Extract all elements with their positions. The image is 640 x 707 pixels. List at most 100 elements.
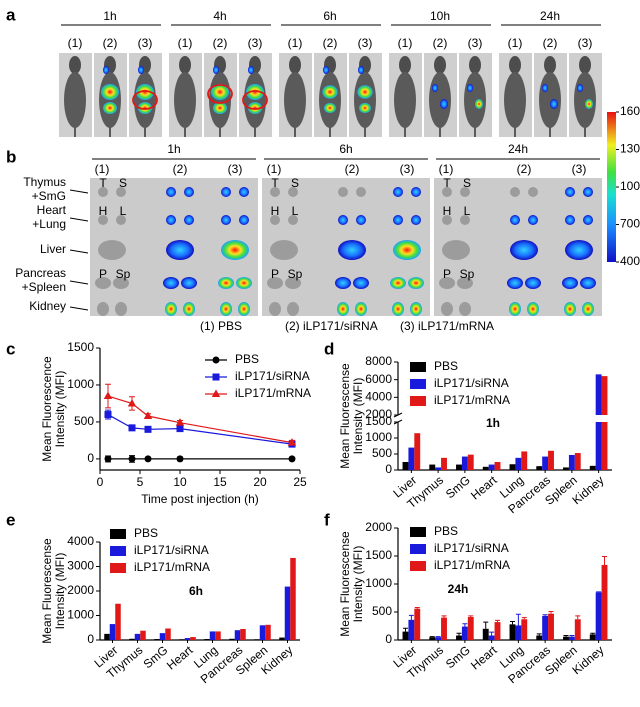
mouse-head	[179, 56, 191, 74]
signal	[577, 84, 583, 92]
group-label: (2)	[517, 162, 532, 176]
bar	[234, 630, 241, 640]
mouse-body	[284, 72, 306, 128]
bar	[159, 633, 166, 640]
bar	[482, 466, 489, 470]
marker	[287, 438, 297, 446]
group-label: (2)	[433, 36, 448, 50]
organ	[565, 240, 593, 260]
organ	[411, 215, 421, 225]
organ	[239, 187, 249, 197]
bar	[429, 464, 436, 470]
bar	[521, 619, 528, 640]
organ	[221, 215, 231, 225]
y-axis-label: Mean Fluorescense	[338, 363, 352, 469]
bar	[154, 639, 160, 640]
organ	[288, 187, 298, 197]
series-line	[107, 395, 293, 444]
marker	[175, 418, 185, 426]
organ	[442, 187, 452, 197]
error-bar	[596, 591, 602, 593]
bar	[184, 638, 191, 640]
timepoint-label: 4h	[213, 9, 226, 23]
y-tick-label: 1500	[67, 340, 94, 354]
signal	[213, 102, 227, 114]
bar	[536, 635, 543, 640]
signal	[103, 66, 109, 74]
organ	[525, 277, 541, 289]
bar	[441, 617, 447, 640]
organ	[510, 240, 538, 260]
organ	[410, 302, 422, 316]
error-bar	[542, 614, 548, 616]
signal	[248, 102, 262, 114]
bar	[568, 636, 575, 640]
mouse-body	[394, 72, 416, 128]
error-bar	[402, 627, 408, 632]
y-tick-label: 2000	[365, 407, 392, 421]
signal	[213, 66, 219, 74]
group-label: (1)	[178, 36, 193, 50]
organ	[393, 215, 403, 225]
organ	[183, 302, 195, 316]
timepoint-label: 24h	[540, 9, 560, 23]
error-bar	[414, 607, 420, 609]
y-tick-label: 1000	[365, 576, 392, 590]
organ	[337, 302, 349, 316]
error-bar	[456, 632, 462, 636]
y-tick-label: 500	[372, 604, 392, 618]
error-bar	[408, 614, 414, 620]
y-axis-label: Mean Fluorescence	[40, 356, 54, 462]
group-label: (1)	[398, 36, 413, 50]
axis-break	[393, 419, 403, 425]
bar	[574, 619, 581, 640]
y-tick-label: 0	[385, 462, 392, 476]
marker	[128, 455, 136, 463]
organ	[270, 187, 280, 197]
signal	[246, 84, 264, 100]
organ	[165, 302, 177, 316]
bar	[104, 633, 110, 640]
panel-label: d	[324, 339, 334, 358]
mouse-head	[579, 56, 591, 74]
tissue-letter: L	[464, 204, 471, 218]
error-bar	[495, 619, 501, 623]
annotation: 1h	[486, 416, 500, 430]
organ	[270, 240, 298, 260]
organ	[356, 187, 366, 197]
bar	[563, 636, 569, 640]
legend-label: iLP171/mRNA	[434, 558, 510, 572]
bar	[601, 564, 608, 640]
y-tick-label: 2000	[67, 583, 94, 597]
highlight-circle	[207, 84, 233, 104]
tissue-letter: S	[119, 176, 127, 190]
bar	[521, 451, 528, 470]
bar	[109, 624, 116, 640]
mouse-head	[434, 56, 446, 74]
organ	[184, 215, 194, 225]
bar	[435, 637, 442, 640]
organ	[356, 215, 366, 225]
organ	[411, 187, 421, 197]
group-label: (3)	[358, 36, 373, 50]
signal	[359, 102, 371, 114]
group-label: (2)	[345, 162, 360, 176]
error-bar	[515, 613, 521, 626]
error-bar	[435, 636, 441, 638]
organ	[116, 187, 126, 197]
organ-leader	[69, 217, 89, 222]
error-bar	[489, 631, 495, 636]
error-bar	[441, 615, 447, 618]
colorbar-label: 1600	[620, 104, 640, 118]
tissue-letter: T	[271, 176, 279, 190]
bar	[259, 625, 266, 640]
y-tick-label: 1000	[67, 608, 94, 622]
legend-swatch	[410, 396, 426, 406]
organ	[181, 277, 197, 289]
tissue-letter: P	[99, 267, 107, 281]
organ	[115, 302, 127, 316]
bar	[467, 454, 474, 470]
legend-label: iLP171/mRNA	[434, 393, 510, 407]
signal	[211, 84, 229, 100]
